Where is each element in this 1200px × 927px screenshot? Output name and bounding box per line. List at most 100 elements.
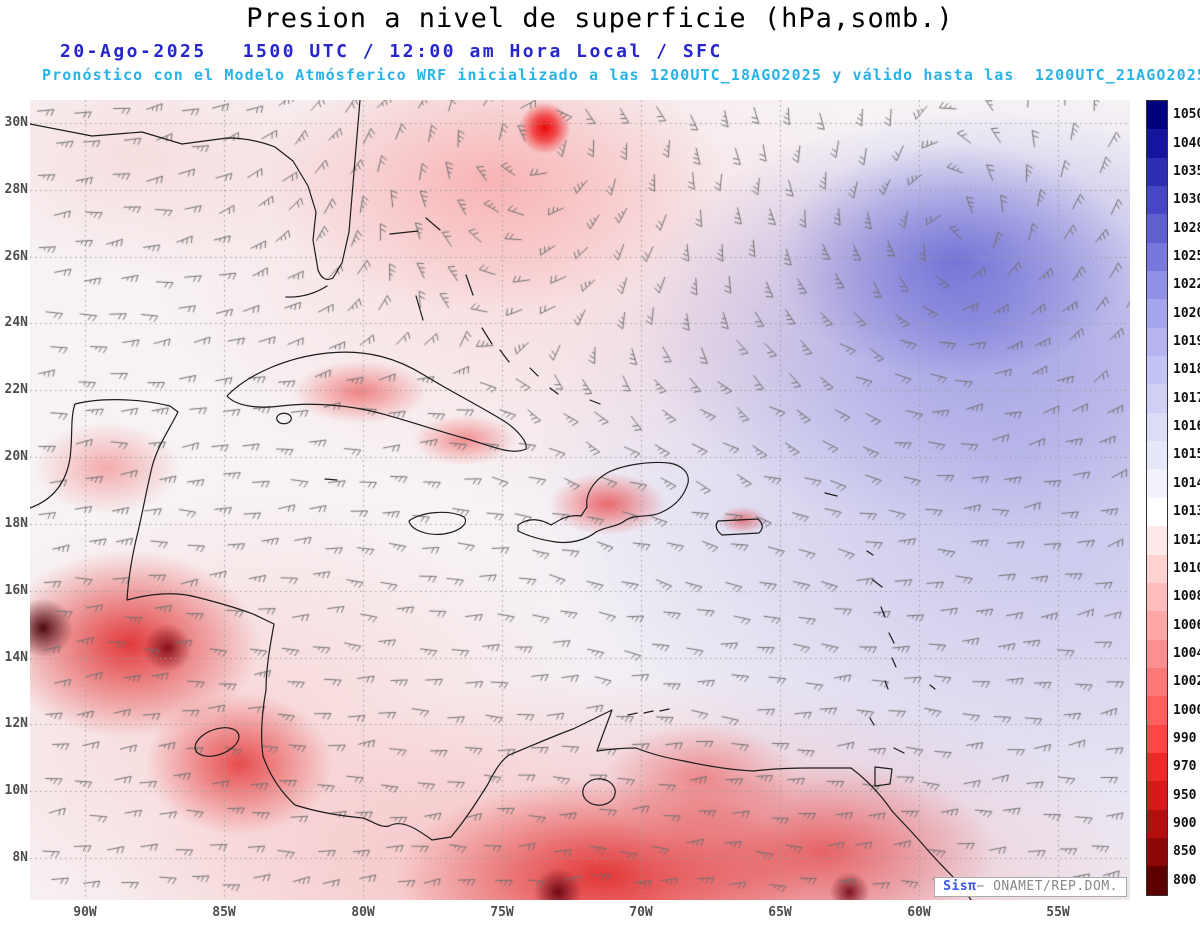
colorbar-label: 1004 [1173,645,1200,661]
colorbar-segment [1147,101,1167,130]
lat-label: 30N [4,115,28,130]
colorbar-segment [1147,129,1167,158]
colorbar-label: 1002 [1173,674,1200,690]
lon-label: 70W [629,905,653,920]
colorbar-segment [1147,809,1167,838]
datetime-line: 20-Ago-2025 1500 UTC / 12:00 am Hora Loca… [60,41,723,62]
lat-label: 26N [4,248,28,264]
lat-label: 24N [4,315,28,331]
coast-gulf-florida [30,100,361,280]
attribution-org: − ONAMET/REP.DOM. [976,879,1118,894]
colorbar-segment [1147,214,1167,243]
date-text: 20-Ago-2025 [60,41,207,62]
colorbar-label: 1017 [1173,390,1200,406]
coast-puerto-rico [715,518,763,536]
colorbar-label: 850 [1173,844,1197,860]
colorbar-segment [1147,724,1167,753]
colorbar-label: 900 [1173,816,1197,832]
lon-label: 80W [351,905,375,920]
colorbar-label: 1000 [1173,702,1200,718]
lat-label: 8N [12,850,28,866]
coast-jamaica [408,511,466,535]
colorbar-label: 1022 [1173,277,1200,293]
page-title: Presion a nivel de superficie (hPa,somb.… [246,3,954,34]
colorbar-segment [1147,554,1167,583]
colorbar-label: 1018 [1173,362,1200,378]
lon-label: 75W [490,905,514,920]
colorbar-segment [1147,384,1167,413]
colorbar-segment [1147,186,1167,215]
colorbar-label: 1016 [1173,419,1200,435]
colorbar-label: 1010 [1173,560,1200,576]
lat-label: 14N [4,649,28,665]
colorbar-segment [1147,441,1167,470]
wind-barbs-layer [30,100,1130,900]
lon-label: 55W [1046,905,1070,920]
colorbar-label: 1035 [1173,163,1200,179]
lat-label: 22N [4,382,28,398]
colorbar-segment [1147,469,1167,498]
colorbar-segment [1147,526,1167,555]
colorbar-label: 1040 [1173,135,1200,151]
colorbar-segment [1147,696,1167,725]
forecast-line: Pronóstico con el Modelo Atmósferico WRF… [42,66,1200,84]
colorbar-label: 1015 [1173,447,1200,463]
lon-label: 65W [768,905,792,920]
colorbar [1146,100,1168,896]
coast-cayman [324,478,338,481]
colorbar-segment [1147,667,1167,697]
colorbar-label: 970 [1173,759,1197,775]
lat-label: 28N [4,181,28,197]
coast-bahamas [389,217,601,405]
colorbar-label: 990 [1173,731,1197,747]
colorbar-segment [1147,611,1167,640]
colorbar-segment [1147,497,1167,527]
colorbar-segment [1147,242,1167,272]
colorbar-label: 1014 [1173,475,1200,491]
colorbar-label: 1019 [1173,334,1200,350]
lon-label: 60W [907,905,931,920]
coast-lake-nicaragua [194,727,240,757]
colorbar-segment [1147,157,1167,187]
attribution-brand: Sisπ [943,879,977,894]
time-text: 1500 UTC / 12:00 am Hora Local / SFC [242,41,723,62]
lat-label: 18N [4,515,28,531]
colorbar-label: 1050 [1173,107,1200,123]
coast-trinidad [874,766,893,787]
colorbar-segment [1147,412,1167,442]
colorbar-segment [1147,327,1167,357]
colorbar-label: 1012 [1173,532,1200,548]
colorbar-label: 1006 [1173,617,1200,633]
coastlines-layer [30,100,972,900]
colorbar-label: 1008 [1173,589,1200,605]
colorbar-segment [1147,582,1167,612]
colorbar-label: 1020 [1173,305,1200,321]
colorbar-label: 1013 [1173,504,1200,520]
colorbar-label: 800 [1173,872,1197,888]
colorbar-segment [1147,781,1167,810]
colorbar-segment [1147,752,1167,782]
coast-mainland-central-south-america [30,399,972,900]
colorbar-label: 1030 [1173,192,1200,208]
coastline-paths [30,100,972,900]
colorbar-label: 1028 [1173,220,1200,236]
colorbar-segment [1147,866,1167,895]
coast-hispaniola [517,461,689,544]
colorbar-label: 1025 [1173,248,1200,264]
coast-florida-keys [285,285,328,298]
lat-label: 10N [4,783,28,799]
colorbar-segment [1147,299,1167,328]
colorbar-segment [1147,837,1167,867]
lat-label: 20N [4,449,28,465]
colorbar-label: 950 [1173,787,1197,803]
coast-abc-islands [627,708,670,716]
coast-virgin-islands [824,492,838,497]
colorbar-segment [1147,271,1167,300]
coast-cuba [226,351,527,452]
coast-lake-maracaibo [582,778,616,806]
lat-label: 12N [4,716,28,732]
colorbar-segment [1147,639,1167,668]
colorbar-segment [1147,356,1167,385]
lon-label: 85W [212,905,236,920]
